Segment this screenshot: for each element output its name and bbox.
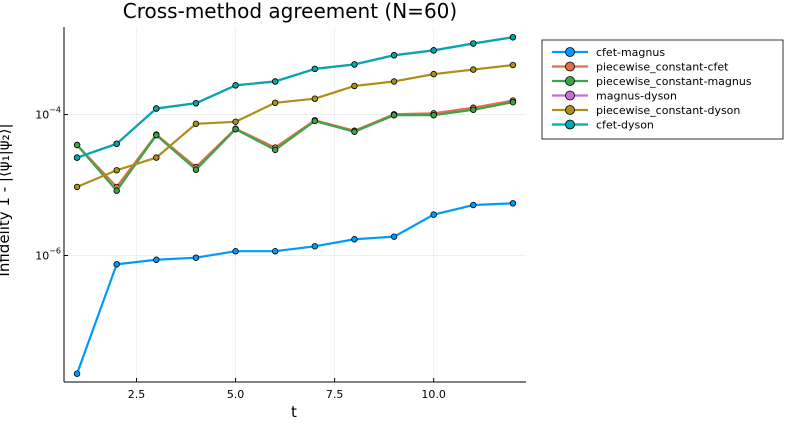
point-piecewise_constant-dyson-1 — [113, 167, 120, 174]
y-tick-label-0: 10−6 — [35, 246, 61, 262]
legend-marker-cfet-magnus — [565, 47, 575, 57]
point-cfet-magnus-2 — [153, 256, 160, 263]
x-tick-label-3: 10.0 — [421, 388, 446, 401]
point-piecewise_constant-dyson-6 — [311, 95, 319, 102]
legend-label-piecewise_constant-dyson: piecewise_constant-dyson — [596, 104, 740, 117]
legend-marker-piecewise_constant-cfet — [565, 61, 575, 72]
point-cfet-dyson-2 — [153, 105, 160, 112]
point-cfet-dyson-3 — [192, 100, 200, 107]
point-piecewise_constant-magnus-7 — [351, 128, 358, 135]
series-line-piecewise_constant-magnus — [76, 101, 514, 192]
point-piecewise_constant-dyson-10 — [470, 66, 477, 73]
point-cfet-magnus-7 — [351, 236, 358, 243]
point-cfet-dyson-5 — [271, 78, 279, 85]
point-piecewise_constant-magnus-4 — [232, 126, 239, 133]
point-piecewise_constant-dyson-5 — [271, 99, 279, 106]
x-tick-label-1: 5.0 — [227, 388, 245, 401]
point-piecewise_constant-dyson-7 — [351, 82, 358, 90]
point-piecewise_constant-dyson-8 — [390, 78, 398, 85]
point-cfet-dyson-4 — [232, 82, 239, 89]
point-piecewise_constant-magnus-10 — [470, 106, 477, 113]
x-tick-label-2: 7.5 — [326, 388, 344, 401]
legend: cfet-magnuspiecewise_constant-cfetpiecew… — [541, 39, 784, 140]
point-cfet-dyson-1 — [113, 140, 120, 147]
point-piecewise_constant-magnus-5 — [271, 146, 279, 154]
point-piecewise_constant-magnus-9 — [430, 111, 437, 119]
point-cfet-magnus-1 — [113, 261, 120, 268]
point-piecewise_constant-dyson-9 — [430, 70, 437, 78]
point-cfet-dyson-0 — [73, 154, 81, 161]
legend-box — [541, 39, 784, 140]
point-piecewise_constant-magnus-1 — [113, 187, 120, 194]
point-cfet-dyson-11 — [509, 34, 517, 41]
chart-title: Cross-method agreement (N=60) — [123, 0, 457, 23]
point-cfet-magnus-11 — [509, 200, 517, 207]
legend-label-piecewise_constant-cfet: piecewise_constant-cfet — [596, 61, 729, 74]
point-cfet-dyson-10 — [470, 40, 477, 47]
legend-label-magnus-dyson: magnus-dyson — [596, 90, 677, 103]
point-piecewise_constant-magnus-6 — [311, 117, 319, 125]
legend-label-cfet-dyson: cfet-dyson — [596, 119, 654, 132]
point-piecewise_constant-dyson-4 — [232, 118, 239, 125]
point-cfet-magnus-6 — [311, 243, 319, 250]
point-cfet-magnus-8 — [390, 233, 398, 240]
point-cfet-magnus-9 — [430, 211, 437, 218]
y-tick-label-exponent-0: −6 — [49, 246, 61, 255]
legend-marker-cfet-dyson — [565, 119, 575, 130]
y-tick-label-base-0: 10 — [35, 249, 49, 262]
series-line-cfet-dyson — [76, 36, 514, 159]
series-line-magnus-dyson — [76, 36, 514, 159]
point-cfet-magnus-3 — [192, 254, 200, 261]
point-cfet-dyson-8 — [390, 52, 398, 59]
y-tick-label-exponent-1: −4 — [49, 106, 61, 115]
y-axis-label: Infidelity 1 - |⟨ψ₁|ψ₂⟩| — [0, 123, 13, 276]
legend-label-cfet-magnus: cfet-magnus — [596, 46, 665, 59]
point-cfet-magnus-5 — [271, 248, 279, 255]
point-cfet-magnus-10 — [470, 201, 477, 209]
point-cfet-magnus-0 — [73, 370, 81, 377]
point-cfet-dyson-7 — [351, 61, 358, 68]
legend-marker-piecewise_constant-magnus — [565, 76, 575, 86]
y-tick-label-base-1: 10 — [35, 109, 49, 122]
point-piecewise_constant-dyson-0 — [73, 183, 81, 191]
point-piecewise_constant-magnus-11 — [509, 98, 517, 106]
plot-area: 2.5 5.0 7.5 10.010−610−4 — [35, 27, 526, 401]
point-cfet-magnus-4 — [232, 248, 239, 255]
legend-marker-magnus-dyson — [565, 90, 575, 101]
point-cfet-dyson-6 — [311, 65, 319, 73]
y-tick-label-1: 10−4 — [35, 106, 61, 122]
point-piecewise_constant-magnus-2 — [153, 131, 160, 139]
legend-marker-piecewise_constant-dyson — [565, 105, 575, 115]
point-piecewise_constant-magnus-3 — [192, 166, 200, 173]
point-piecewise_constant-dyson-3 — [192, 120, 200, 127]
point-piecewise_constant-dyson-11 — [509, 61, 517, 69]
point-piecewise_constant-dyson-2 — [153, 154, 160, 161]
legend-label-piecewise_constant-magnus: piecewise_constant-magnus — [596, 75, 752, 88]
point-cfet-dyson-9 — [430, 47, 437, 54]
series-line-piecewise_constant-dyson — [76, 63, 514, 188]
series-line-cfet-magnus — [76, 202, 513, 375]
x-tick-label-0: 2.5 — [128, 388, 146, 401]
x-axis-label: t — [291, 403, 297, 420]
point-piecewise_constant-magnus-0 — [73, 141, 81, 149]
point-piecewise_constant-magnus-8 — [390, 111, 398, 119]
